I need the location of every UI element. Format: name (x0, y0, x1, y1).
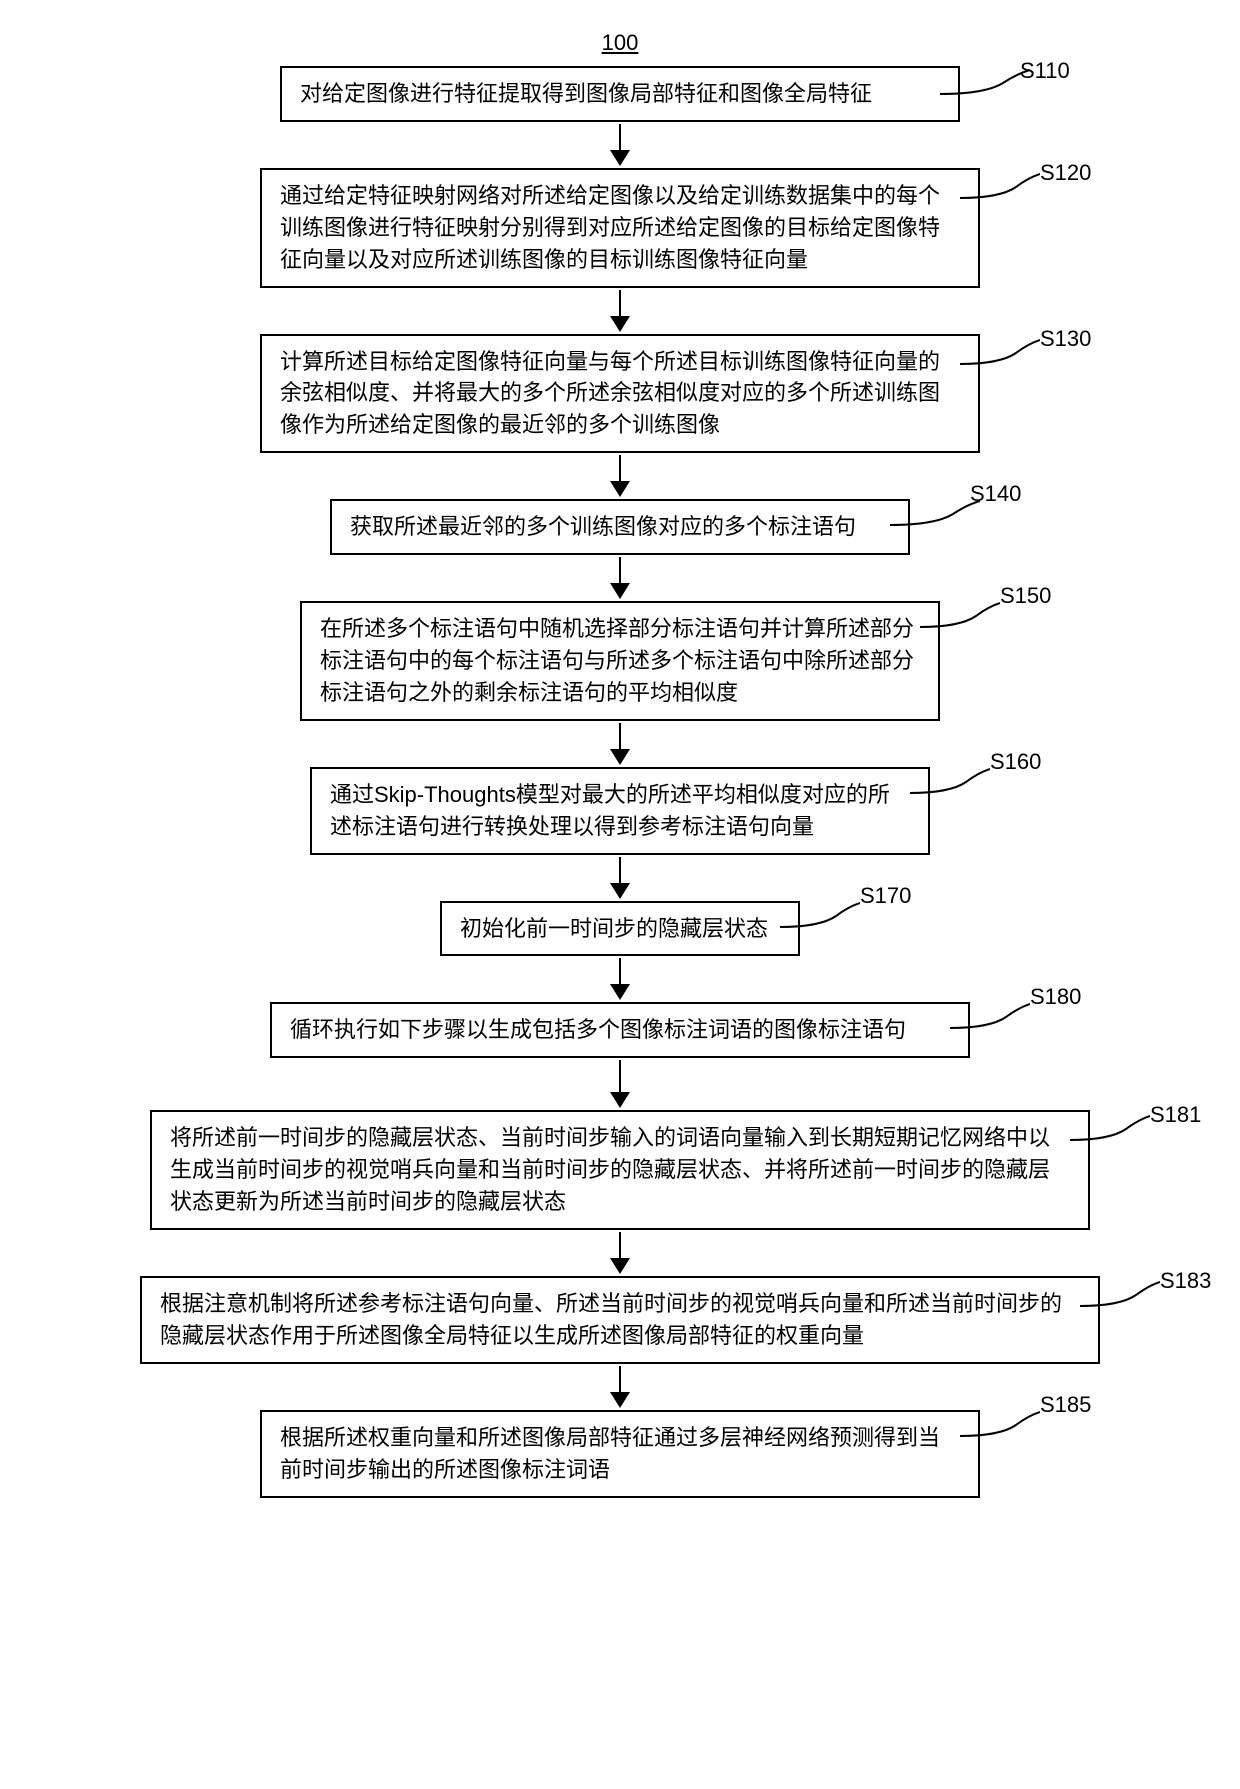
flowchart-box: 计算所述目标给定图像特征向量与每个所述目标训练图像特征向量的余弦相似度、并将最大… (260, 334, 980, 454)
flowchart-step: 将所述前一时间步的隐藏层状态、当前时间步输入的词语向量输入到长期短期记忆网络中以… (140, 1110, 1100, 1230)
flowchart-step: 获取所述最近邻的多个训练图像对应的多个标注语句S140 (140, 499, 1100, 555)
flowchart-step: 对给定图像进行特征提取得到图像局部特征和图像全局特征S110 (140, 66, 1100, 122)
flowchart-box: 根据注意机制将所述参考标注语句向量、所述当前时间步的视觉哨兵向量和所述当前时间步… (140, 1276, 1100, 1364)
flowchart-step: 根据注意机制将所述参考标注语句向量、所述当前时间步的视觉哨兵向量和所述当前时间步… (140, 1276, 1100, 1364)
flowchart-step-label: S140 (970, 481, 1021, 507)
flowchart-step: 通过Skip-Thoughts模型对最大的所述平均相似度对应的所述标注语句进行转… (140, 767, 1100, 855)
flowchart-step: 初始化前一时间步的隐藏层状态S170 (140, 901, 1100, 957)
flowchart-box: 在所述多个标注语句中随机选择部分标注语句并计算所述部分标注语句中的每个标注语句与… (300, 601, 940, 721)
flow-arrow (610, 1060, 630, 1108)
flow-arrow (610, 455, 630, 497)
flowchart-box: 根据所述权重向量和所述图像局部特征通过多层神经网络预测得到当前时间步输出的所述图… (260, 1410, 980, 1498)
flowchart-step-label: S120 (1040, 160, 1091, 186)
flow-arrow (610, 723, 630, 765)
flow-arrow (610, 1232, 630, 1274)
flowchart-box: 获取所述最近邻的多个训练图像对应的多个标注语句 (330, 499, 910, 555)
figure-number: 100 (602, 30, 639, 56)
flow-arrow (610, 1366, 630, 1408)
flowchart-step-label: S183 (1160, 1268, 1211, 1294)
flowchart-box: 循环执行如下步骤以生成包括多个图像标注词语的图像标注语句 (270, 1002, 970, 1058)
flowchart-step-label: S150 (1000, 583, 1051, 609)
flowchart-step: 计算所述目标给定图像特征向量与每个所述目标训练图像特征向量的余弦相似度、并将最大… (140, 334, 1100, 454)
flowchart-step-label: S185 (1040, 1392, 1091, 1418)
flowchart-step: 通过给定特征映射网络对所述给定图像以及给定训练数据集中的每个训练图像进行特征映射… (140, 168, 1100, 288)
flow-arrow (610, 290, 630, 332)
flowchart-step-label: S181 (1150, 1102, 1201, 1128)
flowchart-step-label: S180 (1030, 984, 1081, 1010)
flowchart-step: 在所述多个标注语句中随机选择部分标注语句并计算所述部分标注语句中的每个标注语句与… (140, 601, 1100, 721)
flowchart-step-label: S110 (1020, 58, 1070, 84)
flowchart-box: 通过给定特征映射网络对所述给定图像以及给定训练数据集中的每个训练图像进行特征映射… (260, 168, 980, 288)
flow-arrow (610, 124, 630, 166)
flowchart-box: 通过Skip-Thoughts模型对最大的所述平均相似度对应的所述标注语句进行转… (310, 767, 930, 855)
flowchart-steps: 对给定图像进行特征提取得到图像局部特征和图像全局特征S110 通过给定特征映射网络… (140, 66, 1100, 1498)
flow-arrow (610, 557, 630, 599)
flowchart-container: 100 对给定图像进行特征提取得到图像局部特征和图像全局特征S110通过给定特征… (40, 30, 1200, 1498)
flowchart-step-label: S170 (860, 883, 911, 909)
flow-arrow (610, 958, 630, 1000)
flowchart-box: 将所述前一时间步的隐藏层状态、当前时间步输入的词语向量输入到长期短期记忆网络中以… (150, 1110, 1090, 1230)
flowchart-box: 对给定图像进行特征提取得到图像局部特征和图像全局特征 (280, 66, 960, 122)
flowchart-step: 循环执行如下步骤以生成包括多个图像标注词语的图像标注语句S180 (140, 1002, 1100, 1058)
flowchart-step-label: S160 (990, 749, 1041, 775)
flowchart-step-label: S130 (1040, 326, 1091, 352)
flow-arrow (610, 857, 630, 899)
flowchart-box: 初始化前一时间步的隐藏层状态 (440, 901, 800, 957)
flowchart-step: 根据所述权重向量和所述图像局部特征通过多层神经网络预测得到当前时间步输出的所述图… (140, 1410, 1100, 1498)
